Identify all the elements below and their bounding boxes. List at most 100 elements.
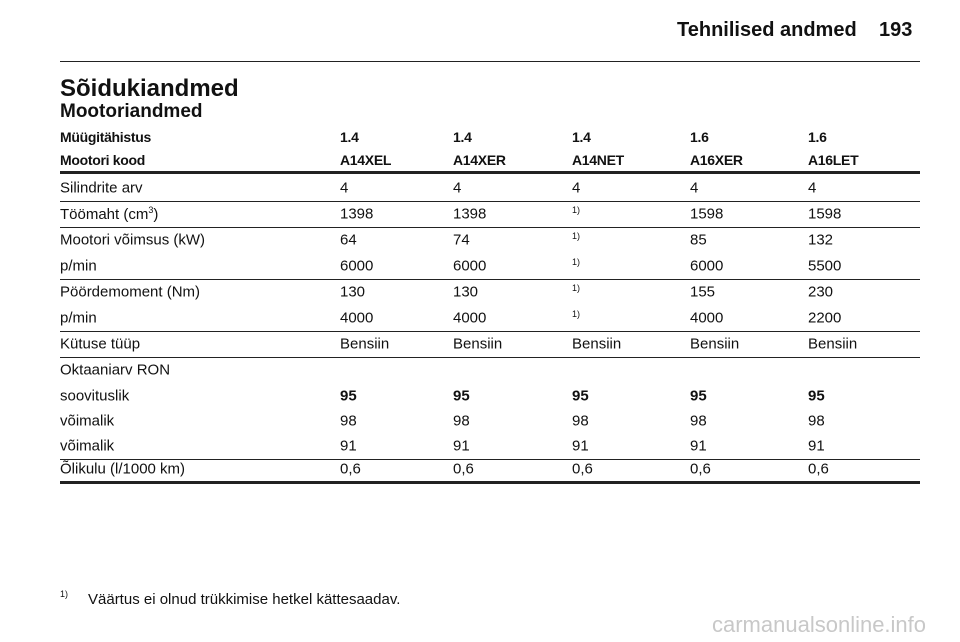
value-cell: 95 — [453, 387, 470, 405]
value-cell: Bensiin — [453, 335, 503, 353]
value-cell: 4 — [340, 179, 349, 197]
value-cell: 130 — [453, 283, 479, 301]
value-cell: 4 — [690, 179, 699, 197]
value-cell: 0,6 — [572, 460, 593, 478]
label-cell: võimalik — [60, 437, 115, 455]
cell-text: Töömaht (cm — [60, 206, 149, 223]
value-cell: 64 — [340, 231, 357, 249]
label-cell: soovituslik — [60, 387, 130, 405]
value-cell: 6000 — [690, 257, 724, 275]
value-cell: 95 — [808, 387, 825, 405]
superscript: 1) — [572, 257, 581, 267]
value-cell: 1) — [572, 231, 580, 249]
value-cell: Bensiin — [340, 335, 390, 353]
watermark: carmanualsonline.info — [712, 612, 927, 637]
footnote-marker: 1) — [60, 589, 69, 599]
header-cell: A14XEL — [340, 152, 392, 168]
value-cell: 1) — [572, 257, 580, 275]
value-cell: 1398 — [340, 205, 374, 223]
label-cell: Töömaht (cm3) — [60, 205, 158, 223]
value-cell: Bensiin — [808, 335, 858, 353]
label-cell: p/min — [60, 257, 97, 275]
page-number: 193 — [879, 19, 913, 41]
value-cell: 4 — [808, 179, 817, 197]
superscript: 1) — [572, 231, 581, 241]
value-cell: 98 — [453, 412, 470, 430]
section-subtitle: Mootoriandmed — [60, 101, 203, 122]
superscript: 1) — [572, 309, 581, 319]
value-cell: 98 — [690, 412, 707, 430]
value-cell: 132 — [808, 231, 834, 249]
table-rule — [60, 279, 920, 280]
label-cell: Silindrite arv — [60, 179, 143, 197]
value-cell: 91 — [690, 437, 707, 455]
label-cell: Pöördemoment (Nm) — [60, 283, 201, 301]
table-rule — [60, 201, 920, 202]
footnote-text: Väärtus ei olnud trükkimise hetkel kätte… — [88, 591, 401, 608]
value-cell: 74 — [453, 231, 470, 249]
value-cell: 4000 — [453, 309, 487, 327]
header-cell: 1.4 — [453, 129, 472, 145]
value-cell: 2200 — [808, 309, 842, 327]
value-cell: 130 — [340, 283, 366, 301]
label-cell: Kütuse tüüp — [60, 335, 141, 353]
header-cell: A14XER — [453, 152, 506, 168]
value-cell: 95 — [572, 387, 589, 405]
label-cell: Mootori võimsus (kW) — [60, 231, 206, 249]
value-cell: 0,6 — [808, 460, 829, 478]
header-cell: 1.6 — [808, 129, 827, 145]
value-cell: 1398 — [453, 205, 487, 223]
value-cell: 4000 — [340, 309, 374, 327]
value-cell: 95 — [340, 387, 357, 405]
label-cell: võimalik — [60, 412, 115, 430]
label-cell: Oktaaniarv RON — [60, 361, 171, 379]
header-cell: 1.4 — [340, 129, 359, 145]
value-cell: 155 — [690, 283, 716, 301]
table-rule — [60, 357, 920, 358]
header-cell: Mootori kood — [60, 152, 146, 168]
value-cell: 4 — [453, 179, 462, 197]
superscript: 1) — [572, 283, 581, 293]
header-rule — [60, 61, 920, 62]
value-cell: 95 — [690, 387, 707, 405]
value-cell: 91 — [453, 437, 470, 455]
value-cell: 1) — [572, 205, 580, 223]
value-cell: 6000 — [340, 257, 374, 275]
table-rule — [60, 171, 920, 174]
table-rule — [60, 331, 920, 332]
header-cell: A14NET — [572, 152, 624, 168]
value-cell: 98 — [808, 412, 825, 430]
header-cell: A16LET — [808, 152, 859, 168]
value-cell: 91 — [808, 437, 825, 455]
running-title: Tehnilised andmed — [677, 19, 857, 41]
value-cell: 1598 — [808, 205, 842, 223]
table-rule — [60, 459, 920, 460]
header-cell: A16XER — [690, 152, 743, 168]
value-cell: 230 — [808, 283, 834, 301]
header-cell: Müügitähistus — [60, 129, 151, 145]
label-cell: p/min — [60, 309, 97, 327]
table-rule — [60, 227, 920, 228]
value-cell: 91 — [340, 437, 357, 455]
value-cell: 1598 — [690, 205, 724, 223]
value-cell: 91 — [572, 437, 589, 455]
value-cell: 98 — [572, 412, 589, 430]
value-cell: 0,6 — [453, 460, 474, 478]
superscript: 3 — [148, 205, 154, 215]
superscript: 1) — [572, 205, 581, 215]
value-cell: 4 — [572, 179, 581, 197]
header-cell: 1.4 — [572, 129, 591, 145]
value-cell: Bensiin — [572, 335, 622, 353]
cell-text: ) — [153, 206, 159, 223]
value-cell: 5500 — [808, 257, 842, 275]
header-cell: 1.6 — [690, 129, 709, 145]
value-cell: 85 — [690, 231, 707, 249]
value-cell: 98 — [340, 412, 357, 430]
value-cell: 1) — [572, 283, 580, 301]
value-cell: 4000 — [690, 309, 724, 327]
value-cell: 1) — [572, 309, 580, 327]
value-cell: 0,6 — [690, 460, 711, 478]
value-cell: 0,6 — [340, 460, 361, 478]
value-cell: 6000 — [453, 257, 487, 275]
